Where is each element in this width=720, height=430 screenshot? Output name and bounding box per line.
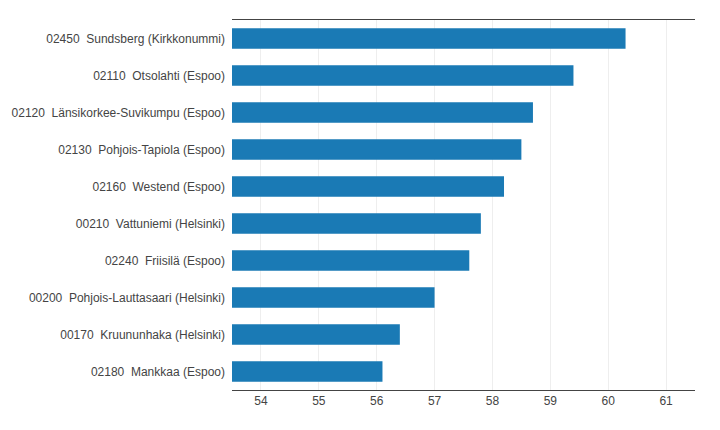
svg-text:00170 Kruununhaka (Helsinki): 00170 Kruununhaka (Helsinki) [60, 328, 225, 342]
svg-text:57: 57 [428, 394, 442, 408]
svg-text:02110 Otsolahti (Espoo): 02110 Otsolahti (Espoo) [93, 69, 225, 83]
svg-text:02130 Pohjois-Tapiola (Espoo): 02130 Pohjois-Tapiola (Espoo) [58, 143, 225, 157]
svg-text:02240 Friisilä (Espoo): 02240 Friisilä (Espoo) [105, 254, 225, 268]
svg-text:00210 Vattuniemi (Helsinki): 00210 Vattuniemi (Helsinki) [76, 217, 225, 231]
svg-text:54: 54 [254, 394, 268, 408]
svg-text:02450 Sundsberg (Kirkkonummi): 02450 Sundsberg (Kirkkonummi) [46, 32, 225, 46]
svg-text:55: 55 [312, 394, 326, 408]
svg-text:02160 Westend (Espoo): 02160 Westend (Espoo) [92, 180, 225, 194]
svg-text:61: 61 [659, 394, 673, 408]
svg-text:59: 59 [544, 394, 558, 408]
svg-text:00200 Pohjois-Lauttasaari (He: 00200 Pohjois-Lauttasaari (Helsinki) [29, 291, 225, 305]
svg-text:56: 56 [370, 394, 384, 408]
svg-text:60: 60 [602, 394, 616, 408]
svg-text:02180 Mankkaa (Espoo): 02180 Mankkaa (Espoo) [91, 365, 225, 379]
svg-text:58: 58 [486, 394, 500, 408]
svg-text:02120 Länsikorkee-Suvikumpu (: 02120 Länsikorkee-Suvikumpu (Espoo) [12, 106, 225, 120]
